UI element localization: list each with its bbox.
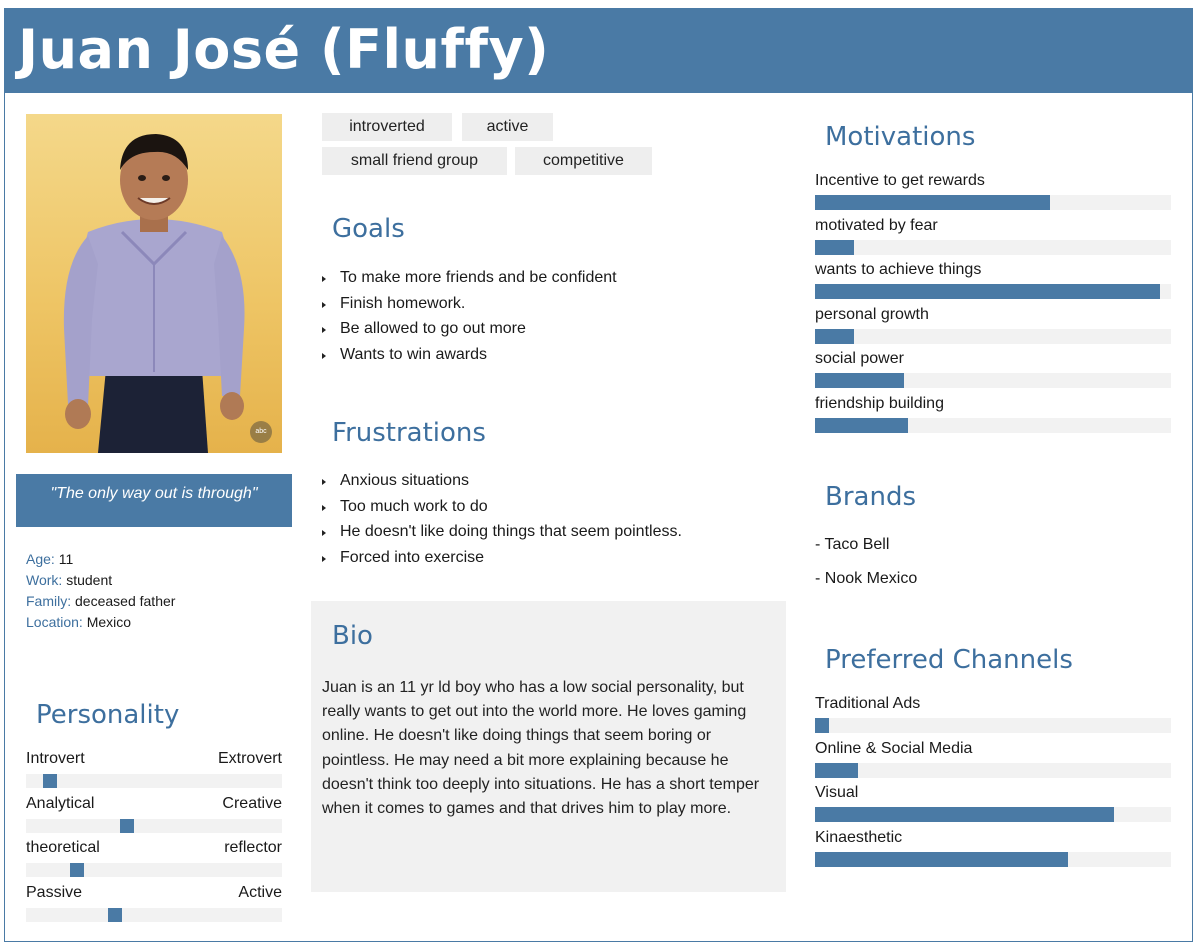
bar-track	[815, 807, 1171, 822]
motivation-bar: personal growth	[815, 305, 1171, 344]
bar-track	[815, 195, 1171, 210]
trait-right-label: Active	[238, 884, 282, 901]
bar-track	[815, 240, 1171, 255]
trait-left-label: Introvert	[26, 750, 85, 767]
channel-bar: Traditional Ads	[815, 694, 1171, 733]
bar-label: Visual	[815, 784, 859, 801]
persona-photo: abc	[26, 114, 282, 453]
bar-track	[815, 852, 1171, 867]
trait-introvert-extrovert: Introvert Extrovert	[26, 750, 282, 788]
personality-title: Personality	[36, 700, 180, 730]
trait-slider-track	[26, 819, 282, 833]
bar-label: social power	[815, 350, 904, 367]
trait-passive-active: Passive Active	[26, 884, 282, 922]
bar-fill	[815, 807, 1115, 822]
bar-fill	[815, 718, 830, 733]
bar-fill	[815, 418, 908, 433]
frustrations-list: Anxious situations Too much work to do H…	[322, 468, 682, 571]
trait-slider-track	[26, 863, 282, 877]
channels-title: Preferred Channels	[825, 645, 1073, 675]
bio-text: Juan is an 11 yr ld boy who has a low so…	[322, 679, 760, 818]
bar-label: Kinaesthetic	[815, 829, 903, 846]
motivations-title: Motivations	[825, 122, 976, 152]
bar-track	[815, 373, 1171, 388]
frustrations-title: Frustrations	[332, 418, 486, 448]
list-item: He doesn't like doing things that seem p…	[322, 519, 682, 545]
tag-competitive: competitive	[515, 147, 652, 175]
motivation-bar: Incentive to get rewards	[815, 171, 1171, 210]
list-item: Be allowed to go out more	[322, 316, 617, 342]
bar-track	[815, 418, 1171, 433]
trait-theoretical-reflector: theoretical reflector	[26, 839, 282, 877]
bar-fill	[815, 240, 855, 255]
goals-title: Goals	[332, 214, 405, 244]
trait-slider-knob	[70, 863, 84, 877]
list-item: Too much work to do	[322, 494, 682, 520]
persona-name: Juan José (Fluffy)	[18, 18, 550, 81]
bar-label: wants to achieve things	[815, 261, 982, 278]
trait-left-label: Analytical	[26, 795, 95, 812]
list-item: To make more friends and be confident	[322, 265, 617, 291]
bar-label: Online & Social Media	[815, 740, 973, 757]
motivation-bar: friendship building	[815, 394, 1171, 433]
info-work: Work: student	[26, 572, 113, 588]
brand-item: - Nook Mexico	[815, 570, 918, 587]
bar-label: personal growth	[815, 306, 929, 323]
motivation-bar: motivated by fear	[815, 216, 1171, 255]
bio-panel: Bio Juan is an 11 yr ld boy who has a lo…	[311, 601, 786, 892]
trait-left-label: Passive	[26, 884, 83, 901]
bar-fill	[815, 329, 855, 344]
brands-title: Brands	[825, 482, 916, 512]
info-age: Age: 11	[26, 551, 74, 567]
header-bar: Juan José (Fluffy)	[4, 8, 1193, 93]
bar-fill	[815, 195, 1050, 210]
trait-analytical-creative: Analytical Creative	[26, 795, 282, 833]
bar-track	[815, 284, 1171, 299]
bar-fill	[815, 852, 1068, 867]
channel-bar: Visual	[815, 783, 1171, 822]
bar-fill	[815, 763, 858, 778]
tag-active: active	[462, 113, 553, 141]
bar-label: Traditional Ads	[815, 695, 921, 712]
trait-slider-knob	[108, 908, 122, 922]
motivation-bar: social power	[815, 349, 1171, 388]
list-item: Forced into exercise	[322, 545, 682, 571]
trait-slider-knob	[43, 774, 57, 788]
brand-item: - Taco Bell	[815, 536, 890, 553]
persona-quote: "The only way out is through"	[16, 474, 292, 527]
abc-watermark-icon: abc	[250, 421, 272, 443]
bar-fill	[815, 284, 1161, 299]
info-location: Location: Mexico	[26, 614, 132, 630]
bar-label: friendship building	[815, 395, 944, 412]
list-item: Anxious situations	[322, 468, 682, 494]
trait-slider-track	[26, 774, 282, 788]
trait-left-label: theoretical	[26, 839, 100, 856]
trait-right-label: reflector	[224, 839, 282, 856]
trait-slider-track	[26, 908, 282, 922]
bar-track	[815, 329, 1171, 344]
tag-small-friend-group: small friend group	[322, 147, 507, 175]
persona-info: Age: 11 Work: student Family: deceased f…	[26, 549, 175, 633]
channel-bar: Online & Social Media	[815, 739, 1171, 778]
bio-title: Bio	[332, 621, 373, 651]
bar-label: Incentive to get rewards	[815, 172, 985, 189]
trait-right-label: Extrovert	[217, 750, 282, 767]
bar-label: motivated by fear	[815, 217, 938, 234]
bar-track	[815, 763, 1171, 778]
list-item: Finish homework.	[322, 291, 617, 317]
boy-portrait-illustration	[63, 134, 245, 453]
trait-right-label: Creative	[222, 795, 282, 812]
info-family: Family: deceased father	[26, 593, 176, 609]
bar-fill	[815, 373, 904, 388]
goals-list: To make more friends and be confident Fi…	[322, 265, 617, 368]
channel-bar: Kinaesthetic	[815, 828, 1171, 867]
bar-track	[815, 718, 1171, 733]
list-item: Wants to win awards	[322, 342, 617, 368]
motivation-bar: wants to achieve things	[815, 260, 1171, 299]
tag-introverted: introverted	[322, 113, 452, 141]
trait-slider-knob	[120, 819, 134, 833]
